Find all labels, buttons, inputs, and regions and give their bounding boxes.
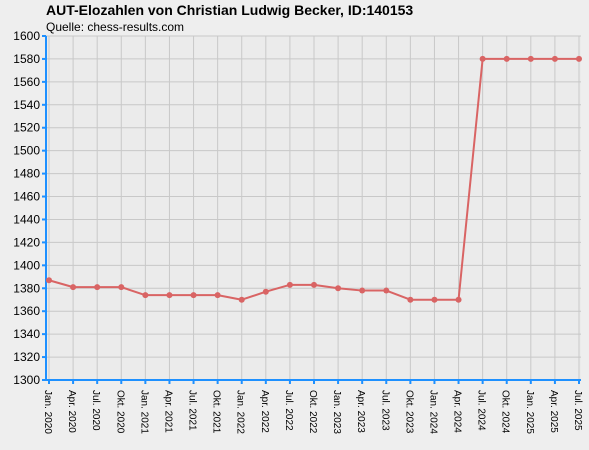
y-tick-label: 1580	[13, 52, 40, 66]
x-tick-label: Apr. 2020	[66, 390, 77, 433]
chart-title: AUT-Elozahlen von Christian Ludwig Becke…	[46, 2, 414, 18]
data-point	[551, 55, 558, 62]
data-point	[262, 288, 269, 295]
data-point	[166, 292, 173, 299]
x-tick-label: Apr. 2024	[452, 390, 463, 433]
y-tick-label: 1600	[13, 29, 40, 43]
y-tick-label: 1520	[13, 121, 40, 135]
x-tick-label: Jan. 2021	[138, 390, 149, 434]
data-point	[311, 281, 317, 288]
y-tick-label: 1460	[13, 190, 40, 204]
x-tick-label: Jan. 2023	[331, 390, 342, 434]
chart-subtitle: Quelle: chess-results.com	[46, 20, 185, 34]
x-tick-label: Jul. 2021	[187, 390, 198, 431]
x-tick-label: Jul. 2022	[283, 390, 294, 431]
data-point	[142, 292, 149, 299]
x-tick-label: Jul. 2025	[572, 390, 583, 431]
y-tick-label: 1340	[13, 327, 40, 341]
data-point	[576, 55, 582, 62]
data-point	[407, 296, 414, 303]
data-point	[359, 287, 366, 294]
data-point	[383, 287, 390, 294]
x-tick-label: Apr. 2023	[355, 390, 366, 433]
y-tick-label: 1360	[13, 304, 40, 318]
data-point	[238, 296, 245, 303]
data-point	[214, 292, 221, 299]
data-point	[479, 55, 486, 62]
y-tick-label: 1300	[13, 373, 40, 387]
data-point	[527, 55, 534, 62]
data-point	[455, 296, 462, 303]
x-tick-label: Okt. 2021	[211, 390, 222, 434]
x-tick-label: Apr. 2022	[259, 390, 270, 433]
data-point	[431, 296, 438, 303]
y-tick-label: 1480	[13, 167, 40, 181]
x-tick-label: Jul. 2020	[90, 390, 101, 431]
x-tick-label: Okt. 2024	[500, 390, 511, 434]
data-point	[335, 285, 342, 292]
y-tick-label: 1440	[13, 212, 40, 226]
x-tick-label: Jan. 2024	[427, 390, 438, 434]
data-point	[70, 284, 77, 291]
x-tick-label: Apr. 2021	[162, 390, 173, 433]
x-tick-label: Okt. 2020	[114, 390, 125, 434]
y-tick-label: 1540	[13, 98, 40, 112]
x-tick-label: Jul. 2024	[476, 390, 487, 431]
x-tick-label: Okt. 2023	[403, 390, 414, 434]
x-tick-label: Okt. 2022	[307, 390, 318, 434]
data-point	[286, 281, 293, 288]
x-tick-label: Jul. 2023	[379, 390, 390, 431]
y-tick-label: 1560	[13, 75, 40, 89]
x-tick-label: Jan. 2025	[524, 390, 535, 434]
y-tick-label: 1320	[13, 350, 40, 364]
y-tick-label: 1380	[13, 281, 40, 295]
x-tick-label: Jan. 2022	[235, 390, 246, 434]
x-tick-label: Jan. 2020	[42, 390, 53, 434]
y-tick-label: 1500	[13, 144, 40, 158]
y-tick-label: 1400	[13, 258, 40, 272]
x-tick-label: Apr. 2025	[548, 390, 559, 433]
data-point	[190, 292, 197, 299]
y-tick-label: 1420	[13, 235, 40, 249]
data-point	[118, 284, 125, 291]
data-point	[503, 55, 510, 62]
data-point	[46, 277, 52, 284]
data-point	[94, 284, 101, 291]
